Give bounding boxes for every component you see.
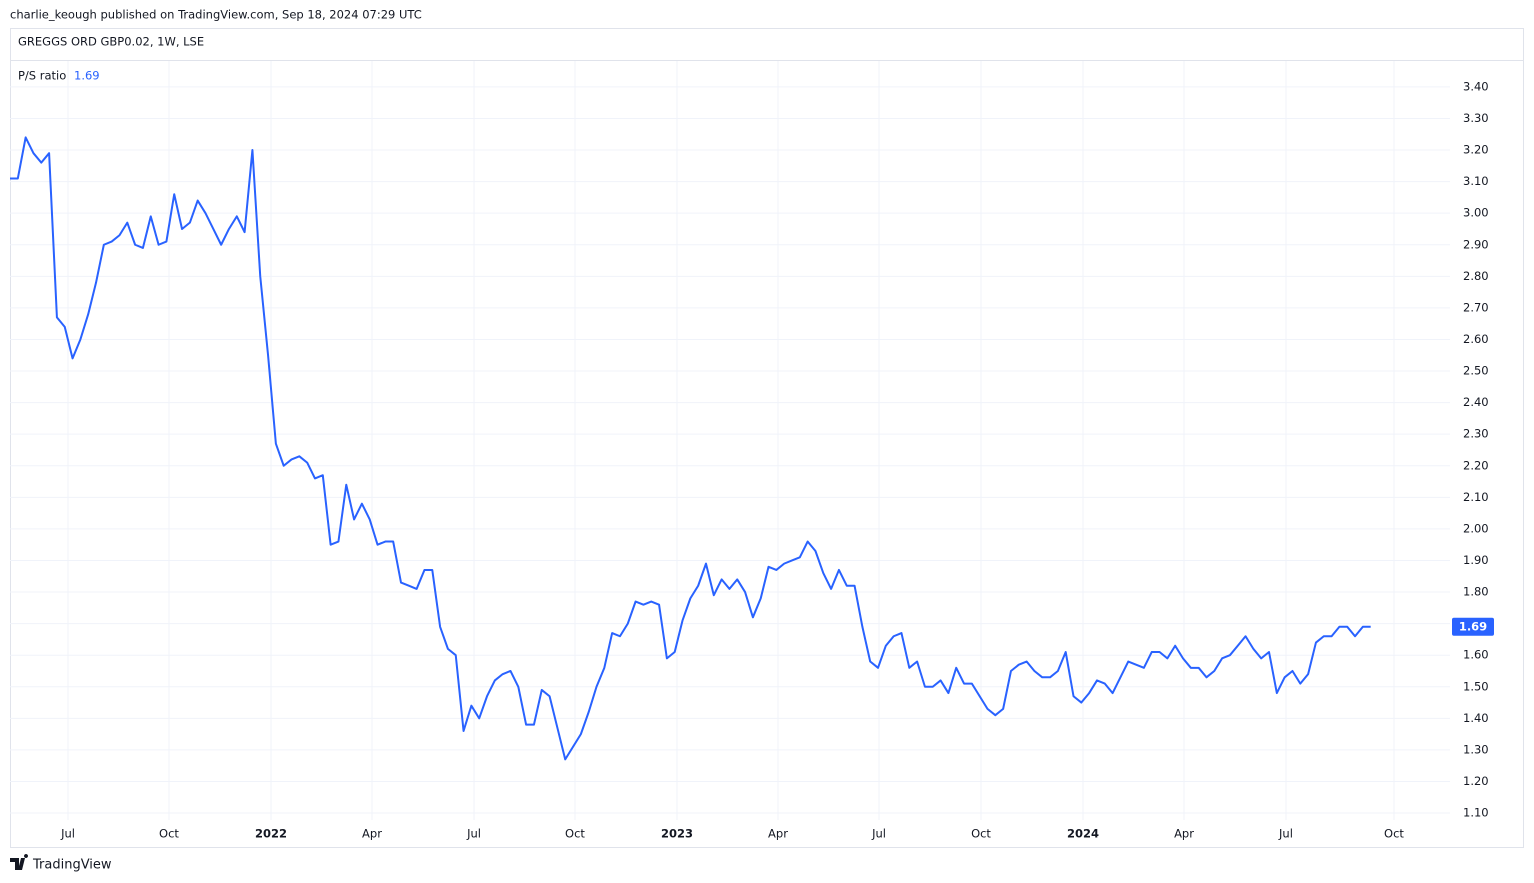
x-tick-label: Jul <box>466 827 481 841</box>
y-tick-label: 1.20 <box>1463 774 1489 788</box>
y-tick-label: 1.60 <box>1463 648 1489 662</box>
y-tick-label: 2.00 <box>1463 521 1489 535</box>
x-tick-label: Jul <box>871 827 886 841</box>
x-tick-label: Oct <box>971 827 991 841</box>
x-tick-label: 2024 <box>1067 827 1099 841</box>
y-tick-label: 1.80 <box>1463 585 1489 599</box>
last-value-label: 1.69 <box>1459 619 1487 633</box>
x-tick-label: 2023 <box>661 827 693 841</box>
legend-name: P/S ratio <box>18 69 66 83</box>
y-tick-label: 1.50 <box>1463 679 1489 693</box>
y-tick-label: 1.30 <box>1463 742 1489 756</box>
y-tick-label: 2.90 <box>1463 237 1489 251</box>
y-tick-label: 2.80 <box>1463 269 1489 283</box>
x-tick-label: 2022 <box>255 827 287 841</box>
chart-title: GREGGS ORD GBP0.02, 1W, LSE <box>18 35 204 49</box>
chart-frame <box>10 28 1524 848</box>
y-tick-label: 1.90 <box>1463 553 1489 567</box>
y-tick-label: 2.30 <box>1463 427 1489 441</box>
x-tick-label: Apr <box>362 827 382 841</box>
y-tick-label: 2.60 <box>1463 332 1489 346</box>
last-value-badge <box>1452 617 1494 636</box>
attribution: charlie_keough published on TradingView.… <box>10 8 422 22</box>
plot <box>10 136 1371 761</box>
y-tick-label: 2.40 <box>1463 395 1489 409</box>
x-tick-label: Jul <box>1278 827 1293 841</box>
y-tick-label: 3.40 <box>1463 79 1489 93</box>
y-tick-label: 3.10 <box>1463 174 1489 188</box>
x-tick-label: Oct <box>565 827 585 841</box>
brand-name: TradingView <box>32 858 112 873</box>
y-tick-label: 3.00 <box>1463 206 1489 220</box>
brand-logo <box>10 854 29 870</box>
x-tick-label: Apr <box>1174 827 1194 841</box>
y-tick-label: 3.30 <box>1463 111 1489 125</box>
y-tick-label: 2.20 <box>1463 458 1489 472</box>
y-tick-label: 2.50 <box>1463 364 1489 378</box>
axes: 1.101.201.301.401.501.601.701.801.902.00… <box>60 79 1494 841</box>
x-tick-label: Jul <box>60 827 75 841</box>
y-tick-label: 1.10 <box>1463 806 1489 820</box>
y-tick-label: 1.40 <box>1463 711 1489 725</box>
x-tick-label: Oct <box>1384 827 1404 841</box>
y-tick-label: 2.70 <box>1463 300 1489 314</box>
legend-value: 1.69 <box>74 69 100 83</box>
x-tick-label: Apr <box>768 827 788 841</box>
y-tick-label: 2.10 <box>1463 490 1489 504</box>
series-line <box>10 136 1371 761</box>
y-tick-label: 3.20 <box>1463 143 1489 157</box>
grid <box>10 61 1450 820</box>
x-tick-label: Oct <box>159 827 179 841</box>
